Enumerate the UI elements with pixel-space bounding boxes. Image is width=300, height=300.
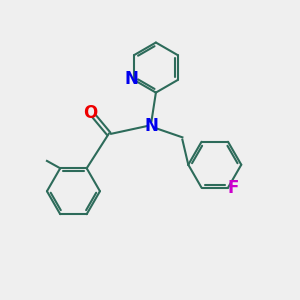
Text: N: N (125, 70, 139, 88)
Text: O: O (83, 103, 98, 122)
Text: F: F (228, 179, 239, 197)
Text: N: N (145, 117, 158, 135)
